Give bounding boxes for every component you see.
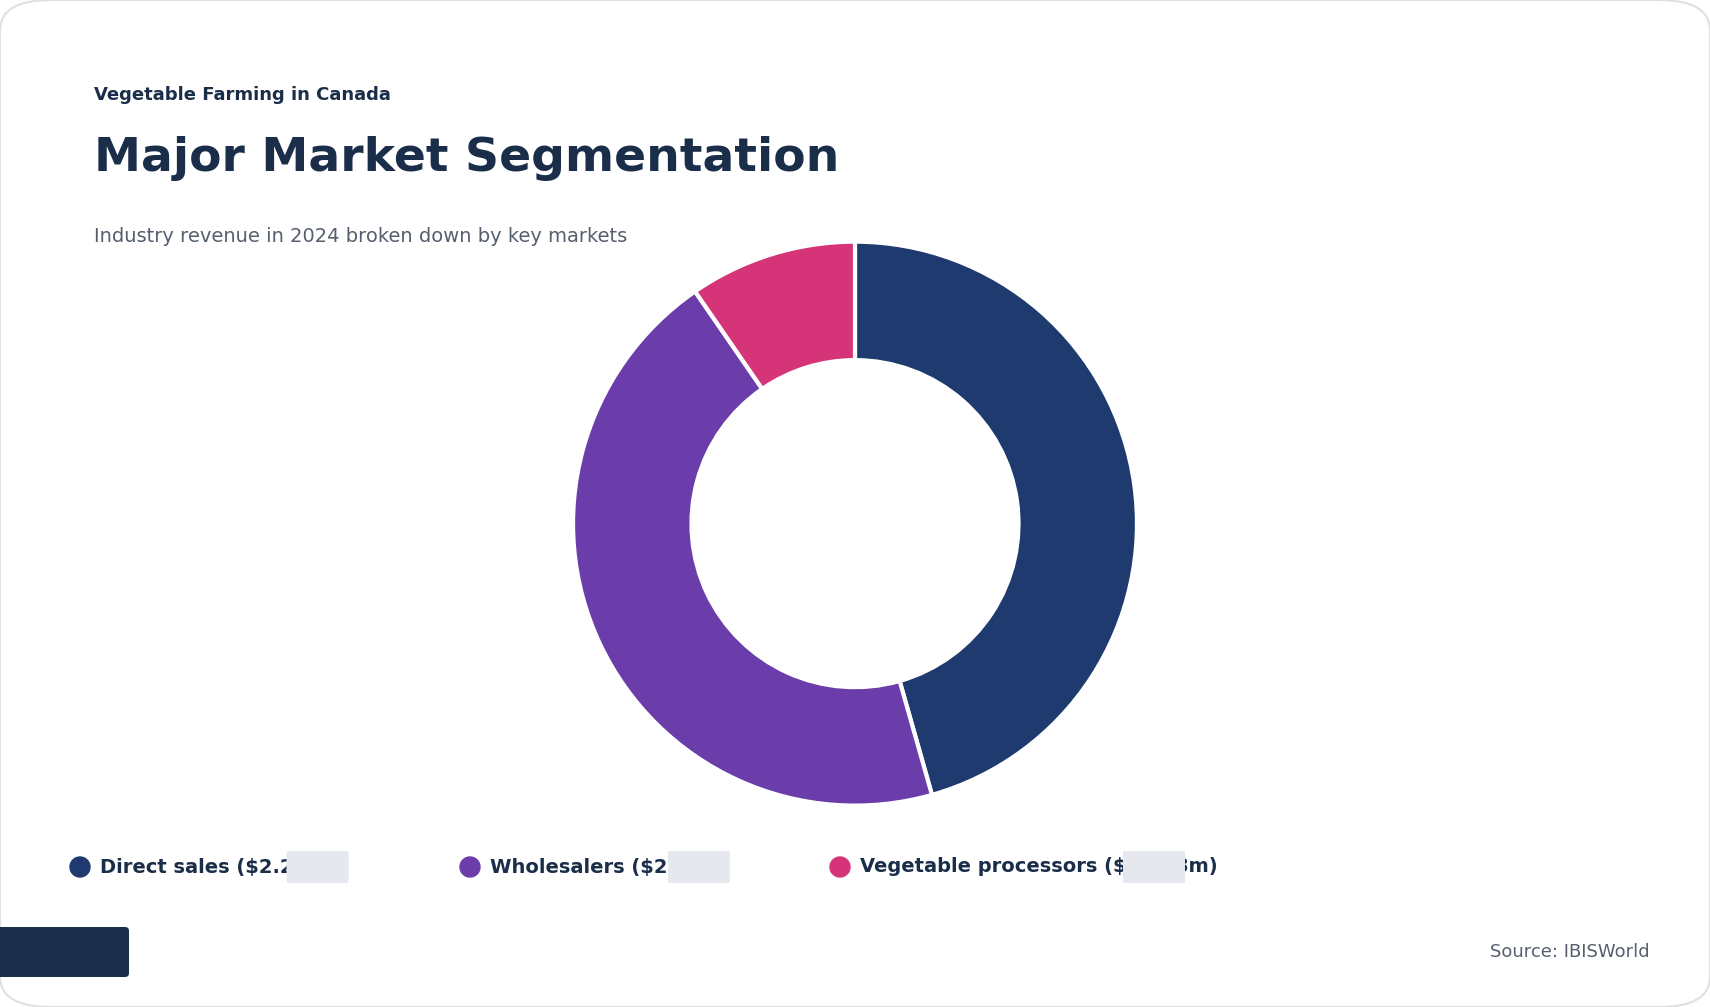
Circle shape [829, 857, 850, 877]
FancyBboxPatch shape [287, 851, 349, 883]
Text: 45.6%: 45.6% [286, 858, 349, 876]
Text: Industry revenue in 2024 broken down by key markets: Industry revenue in 2024 broken down by … [94, 227, 628, 246]
Wedge shape [694, 242, 855, 389]
FancyBboxPatch shape [0, 927, 128, 977]
Text: Major Market Segmentation: Major Market Segmentation [94, 136, 840, 181]
FancyBboxPatch shape [669, 851, 730, 883]
Text: Vegetable Farming in Canada: Vegetable Farming in Canada [94, 86, 392, 104]
Text: Source: IBISWorld: Source: IBISWorld [1491, 943, 1650, 961]
Wedge shape [573, 291, 932, 806]
FancyBboxPatch shape [1123, 851, 1185, 883]
Circle shape [460, 857, 481, 877]
Text: IBISWorld: IBISWorld [7, 943, 113, 962]
Wedge shape [855, 242, 1137, 795]
Text: Wholesalers ($2.2bn): Wholesalers ($2.2bn) [491, 858, 725, 876]
Text: 9.6%: 9.6% [1129, 858, 1178, 876]
Text: Vegetable processors ($461.8m): Vegetable processors ($461.8m) [860, 858, 1218, 876]
Text: 44.8%: 44.8% [667, 858, 730, 876]
Text: Direct sales ($2.2bn): Direct sales ($2.2bn) [99, 858, 330, 876]
Circle shape [70, 857, 91, 877]
